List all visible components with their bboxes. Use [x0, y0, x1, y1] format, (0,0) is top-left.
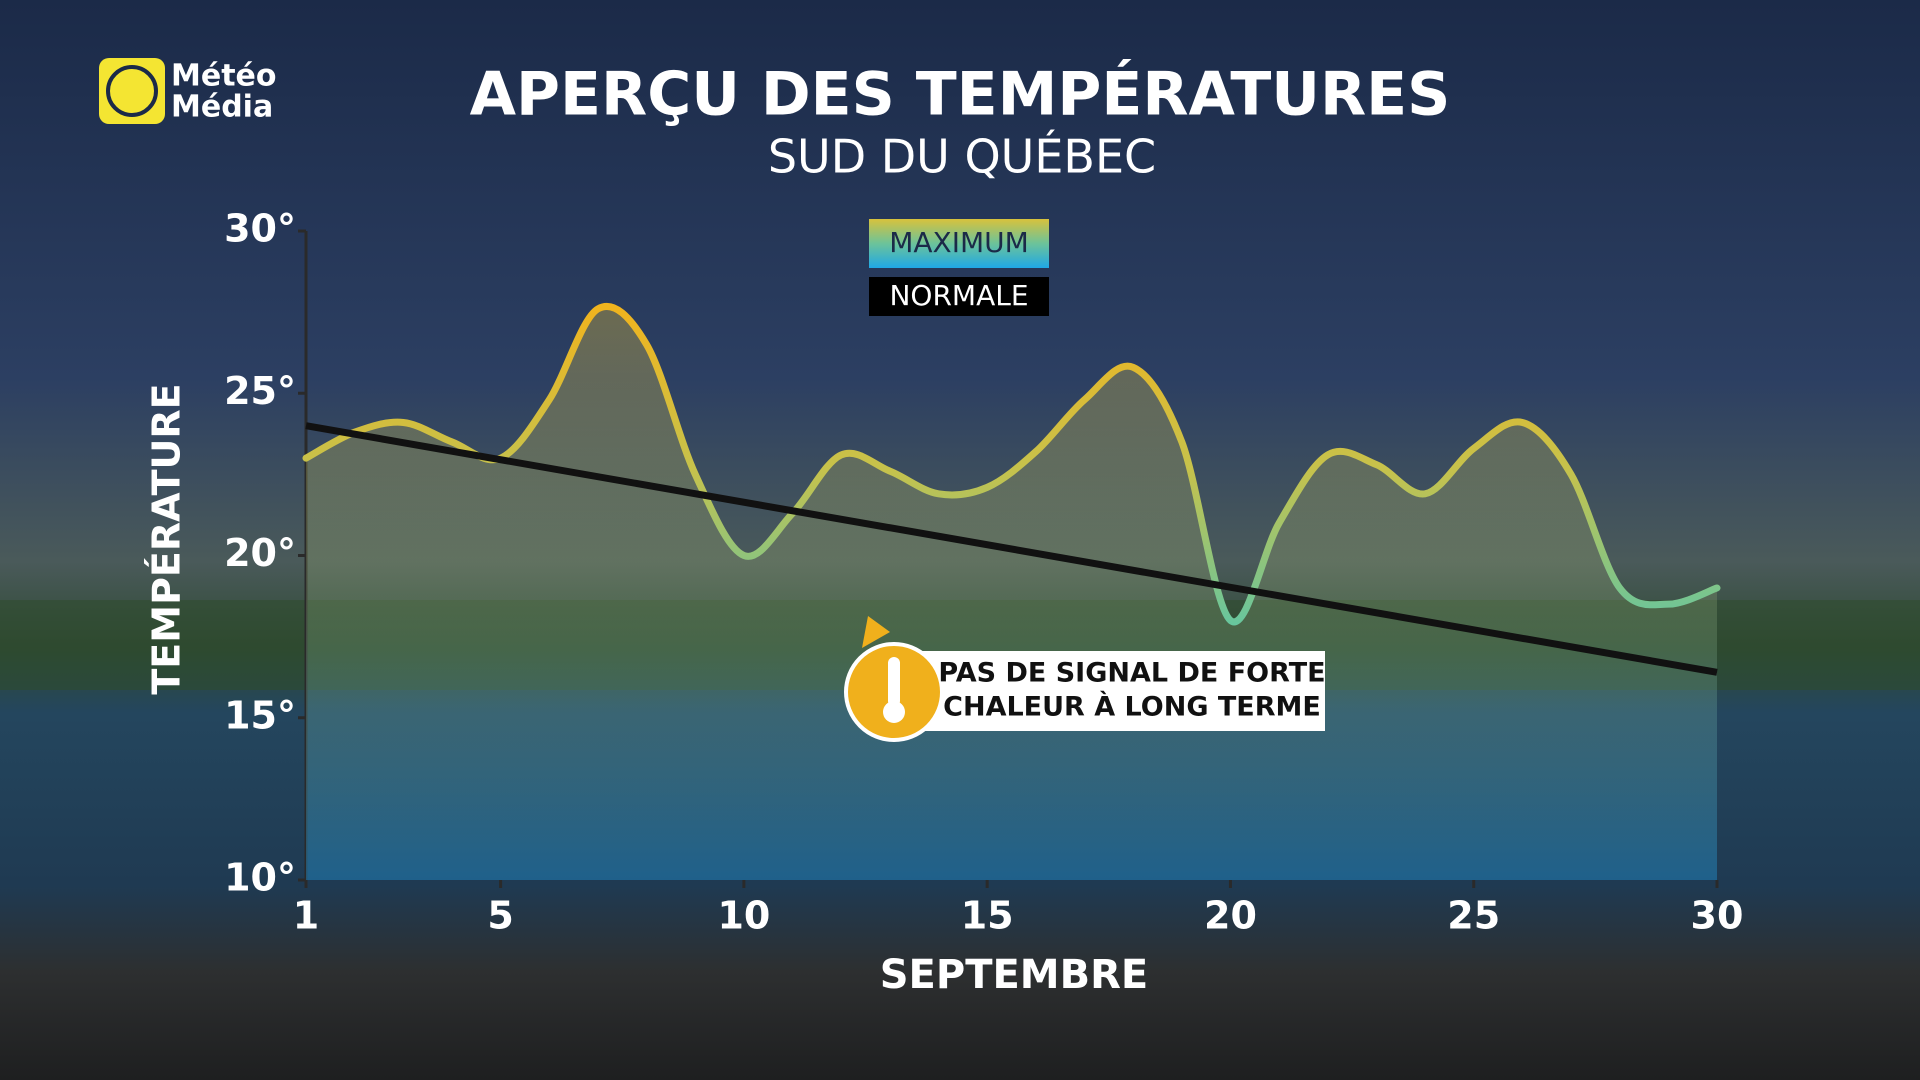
- legend-swatch: [869, 219, 1049, 268]
- area: [306, 306, 1717, 880]
- normal-line: [305, 422, 1718, 676]
- legend-label: MAXIMUM: [889, 226, 1029, 259]
- x-tick-label: 20: [1204, 894, 1257, 938]
- logo-text: Média: [171, 90, 273, 125]
- x-tick-label: 25: [1447, 894, 1500, 938]
- x-tick-label: 1: [293, 894, 319, 938]
- logo-text: Météo: [171, 59, 277, 94]
- x-axis-label: SEPTEMBRE: [880, 952, 1148, 998]
- x-tick-label: 30: [1691, 894, 1744, 938]
- plot: 10°15°20°25°30°1 5 10 15 20 25 30: [224, 207, 1743, 938]
- x-tick-label: 5: [487, 894, 513, 938]
- x-tick-label: 10: [717, 894, 770, 938]
- y-tick-label: 20°: [224, 531, 296, 575]
- annotation-text: CHALEUR À LONG TERME: [943, 691, 1321, 723]
- thermometer-bulb: [883, 701, 905, 723]
- y-tick-label: 15°: [224, 693, 296, 737]
- chart-title: APERÇU DES TEMPÉRATURES: [470, 58, 1451, 130]
- annotation-text: PAS DE SIGNAL DE FORTE: [938, 658, 1325, 689]
- legend-swatch: [869, 277, 1049, 316]
- annotation: PAS DE SIGNAL DE FORTE CHALEUR À LONG TE…: [844, 616, 1326, 742]
- logo: Météo Média: [99, 58, 277, 125]
- thermometer: [888, 657, 900, 707]
- y-tick-label: 10°: [224, 856, 296, 900]
- y-axis-label: TEMPÉRATURE: [145, 383, 189, 694]
- y-tick-label: 30°: [224, 207, 296, 251]
- x-tick-label: 15: [961, 894, 1014, 938]
- legend: MAXIMUM NORMALE: [869, 219, 1049, 316]
- logo-globe: [106, 65, 158, 117]
- series-line: [302, 303, 1721, 626]
- y-tick-label: 25°: [224, 369, 296, 413]
- legend-label: NORMALE: [889, 279, 1028, 312]
- annotation-flame: [862, 616, 890, 648]
- chart-subtitle: SUD DU QUÉBEC: [768, 130, 1156, 184]
- annotation-box: [906, 651, 1325, 731]
